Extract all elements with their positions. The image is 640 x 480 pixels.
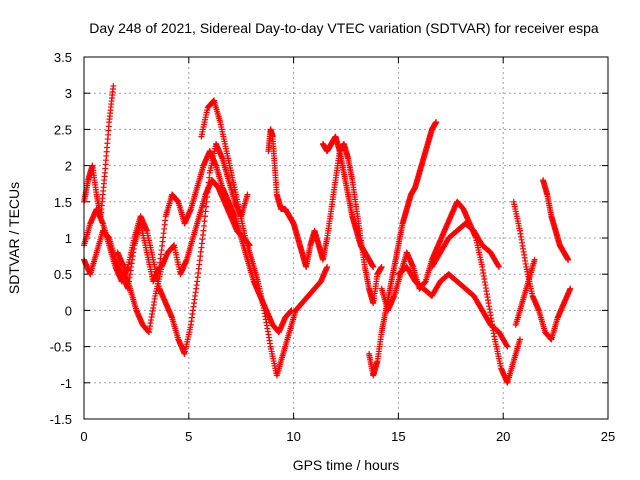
data-point [433,119,440,126]
y-tick-label: -1 [60,376,72,391]
data-point [495,262,502,269]
axis-ticks: 0 5 10 15 20 25 -1.5 -1 -0.5 0 0.5 1 1.5 2 2.5 3 3.5 [50,50,616,444]
data-point [567,285,574,292]
x-tick-label: 0 [80,429,87,444]
chart-title: Day 248 of 2021, Sidereal Day-to-day VTE… [89,20,599,36]
y-tick-label: 3 [65,86,72,101]
y-tick-label: 2.5 [54,122,72,137]
y-tick-label: 0.5 [54,267,72,282]
y-tick-label: 2 [65,159,72,174]
x-tick-label: 20 [496,429,510,444]
x-tick-label: 10 [286,429,300,444]
data-point [503,342,510,349]
y-axis-label: SDTVAR / TECUs [6,182,22,294]
y-tick-label: 3.5 [54,50,72,65]
data-point [531,256,538,263]
x-tick-label: 5 [185,429,192,444]
data-point [110,82,117,89]
x-tick-label: 15 [391,429,405,444]
y-tick-label: -1.5 [50,412,72,427]
data-point [496,263,503,270]
data-point [516,336,523,343]
y-tick-label: 1 [65,231,72,246]
y-tick-label: 0 [65,303,72,318]
y-tick-label: -0.5 [50,340,72,355]
x-axis-label: GPS time / hours [293,457,400,473]
data-point [244,191,251,198]
data-points [81,82,574,386]
data-point [370,263,377,270]
y-tick-label: 1.5 [54,195,72,210]
plot-frame [83,56,609,420]
data-point [504,343,511,350]
data-point [565,256,572,263]
data-point [324,263,331,270]
x-tick-label: 25 [601,429,615,444]
data-point [378,263,385,270]
